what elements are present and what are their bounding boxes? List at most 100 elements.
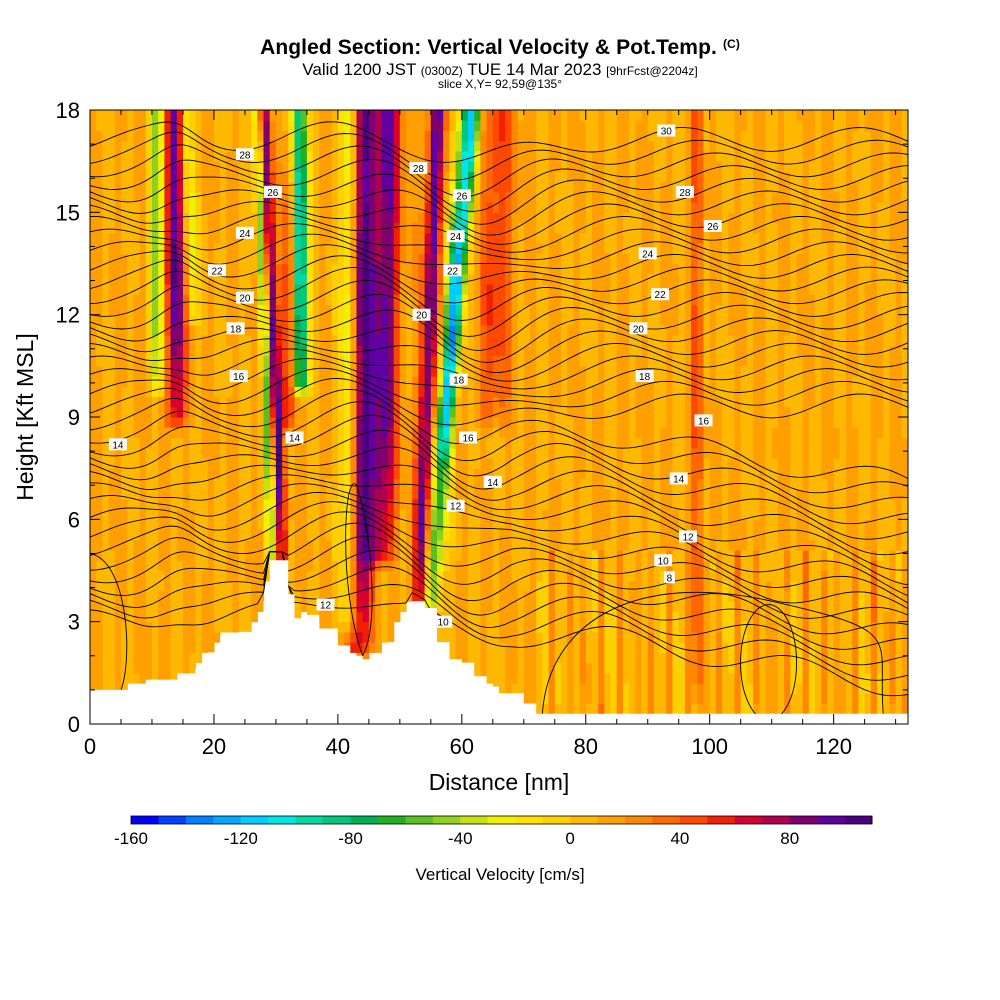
velocity-cell <box>393 150 401 162</box>
velocity-cell <box>387 560 395 572</box>
velocity-cell <box>232 304 240 316</box>
velocity-cell <box>275 263 283 275</box>
velocity-cell <box>102 171 110 183</box>
velocity-cell <box>548 652 556 664</box>
velocity-cell <box>561 396 568 408</box>
velocity-cell <box>189 437 196 449</box>
velocity-cell <box>300 253 308 265</box>
velocity-cell <box>412 560 419 572</box>
velocity-cell <box>226 478 234 490</box>
velocity-cell <box>176 130 184 142</box>
velocity-cell <box>164 263 172 275</box>
velocity-cell <box>536 580 543 592</box>
velocity-cell <box>164 130 172 142</box>
velocity-cell <box>505 406 512 418</box>
velocity-cell <box>139 120 147 131</box>
velocity-cell <box>381 406 389 418</box>
velocity-cell <box>356 611 364 623</box>
velocity-cell <box>139 161 147 172</box>
velocity-cell <box>616 509 624 520</box>
velocity-cell <box>430 161 438 172</box>
velocity-cell <box>499 519 506 531</box>
velocity-cell <box>480 406 488 418</box>
velocity-cell <box>344 314 351 326</box>
velocity-cell <box>189 150 196 162</box>
velocity-cell <box>604 427 612 438</box>
velocity-cell <box>567 693 574 705</box>
velocity-cell <box>238 457 246 469</box>
velocity-cell <box>461 570 469 582</box>
velocity-cell <box>517 294 525 305</box>
velocity-cell <box>114 550 122 561</box>
velocity-cell <box>158 437 165 449</box>
velocity-cell <box>486 273 494 285</box>
velocity-cell <box>90 243 97 254</box>
velocity-cell <box>399 539 407 551</box>
velocity-cell <box>548 427 556 438</box>
velocity-cell <box>647 130 655 142</box>
velocity-cell <box>523 130 531 142</box>
velocity-cell <box>170 365 178 377</box>
velocity-cell <box>554 314 562 326</box>
velocity-cell <box>232 621 240 633</box>
velocity-cell <box>344 396 351 408</box>
velocity-cell <box>201 611 209 623</box>
velocity-cell <box>424 222 432 234</box>
velocity-cell <box>139 560 147 572</box>
velocity-cell <box>232 345 240 357</box>
velocity-cell <box>244 365 252 377</box>
velocity-cell <box>220 478 227 490</box>
velocity-cell <box>300 406 308 418</box>
velocity-cell <box>288 130 296 142</box>
velocity-cell <box>350 263 358 275</box>
velocity-cell <box>257 601 265 612</box>
velocity-cell <box>468 580 475 592</box>
velocity-cell <box>492 110 500 121</box>
velocity-cell <box>350 181 358 193</box>
velocity-cell <box>468 457 475 469</box>
velocity-cell <box>635 406 643 418</box>
velocity-cell <box>251 498 258 510</box>
velocity-cell <box>641 417 649 428</box>
velocity-cell <box>251 161 258 172</box>
velocity-cell <box>257 284 265 295</box>
velocity-cell <box>573 376 581 387</box>
velocity-cell <box>592 447 599 459</box>
velocity-cell <box>622 120 630 131</box>
velocity-cell <box>517 570 525 582</box>
velocity-cell <box>108 161 116 172</box>
velocity-cell <box>313 365 320 377</box>
velocity-cell <box>511 488 519 500</box>
velocity-cell <box>561 642 568 653</box>
velocity-cell <box>362 314 370 326</box>
velocity-cell <box>170 468 178 479</box>
velocity-cell <box>530 243 537 254</box>
velocity-cell <box>393 232 401 244</box>
velocity-cell <box>505 181 512 193</box>
velocity-cell <box>548 161 556 172</box>
velocity-cell <box>158 468 165 479</box>
velocity-cell <box>616 345 624 357</box>
velocity-cell <box>244 529 252 541</box>
velocity-cell <box>579 406 587 418</box>
velocity-cell <box>437 509 444 520</box>
velocity-cell <box>548 355 556 367</box>
velocity-cell <box>468 478 475 490</box>
velocity-cell <box>480 550 488 561</box>
velocity-cell <box>96 396 103 408</box>
velocity-cell <box>232 140 240 152</box>
velocity-cell <box>480 212 488 224</box>
velocity-cell <box>306 314 314 326</box>
velocity-cell <box>164 437 172 449</box>
velocity-cell <box>145 396 153 408</box>
velocity-cell <box>579 662 587 674</box>
velocity-cell <box>604 110 612 121</box>
velocity-cell <box>629 468 636 479</box>
velocity-cell <box>480 509 488 520</box>
velocity-cell <box>561 284 568 295</box>
velocity-cell <box>356 314 364 326</box>
velocity-cell <box>406 314 413 326</box>
velocity-cell <box>176 406 184 418</box>
velocity-cell <box>121 376 128 387</box>
velocity-cell <box>653 519 661 531</box>
